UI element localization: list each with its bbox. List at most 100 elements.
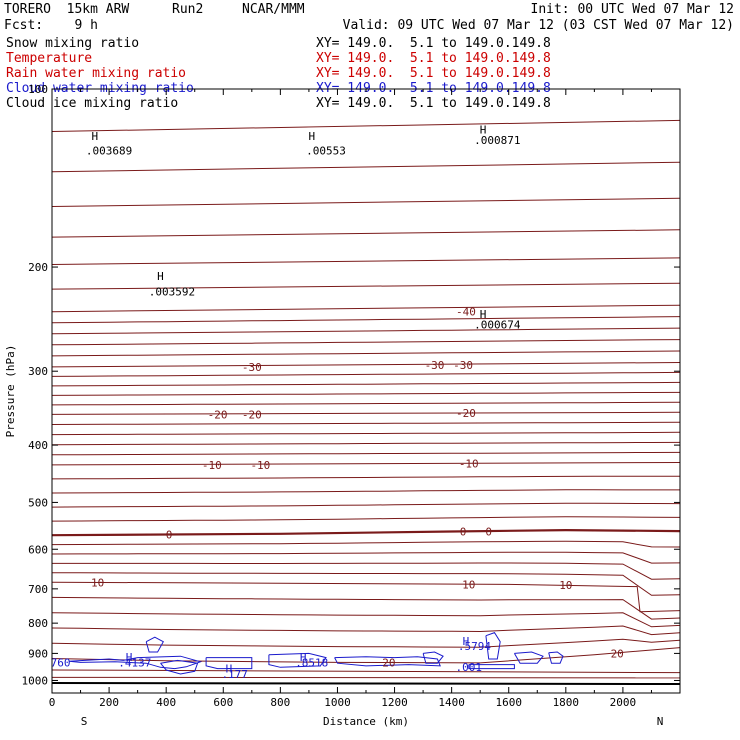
max-value-label: .001 — [456, 661, 483, 674]
isotherm-10-sub-3 — [51, 625, 681, 636]
field-name-temperature: Temperature — [6, 51, 93, 66]
high-marker: H — [480, 123, 487, 136]
temperature-label: -20 — [208, 408, 228, 421]
y-axis-label: Pressure (hPa) — [4, 345, 17, 438]
cloud-water-contour-9 — [548, 651, 564, 664]
isotherm--10-sub-3 — [51, 502, 681, 508]
y-tick-label: 700 — [28, 583, 48, 596]
cloud-water-contours — [69, 631, 564, 675]
high-marker: H — [463, 635, 470, 648]
isotherm--20 — [51, 411, 681, 415]
high-marker: H — [480, 308, 487, 321]
field-xy-snow: XY= 149.0. 5.1 to 149.0.149.8 — [316, 36, 551, 51]
temperature-label: -30 — [453, 359, 473, 372]
isotherm-upper-3 — [51, 197, 681, 207]
temperature-labels: -40 -30 -30 -30 -20 -20 -20 -10 -10 -10 0 0 0 10 10 10 2… — [91, 306, 624, 670]
isotherm--10-sub-4 — [51, 516, 681, 522]
isotherm--20-sub-3 — [51, 441, 681, 446]
isotherm-upper-4 — [51, 161, 681, 173]
max-value-label: .4137 — [118, 656, 151, 669]
isotherm--40-sub-2 — [51, 327, 681, 335]
high-marker: H — [300, 651, 307, 664]
plot-frame — [51, 88, 681, 694]
temperature-label: -10 — [250, 459, 270, 472]
isotherm--30-sub-1 — [51, 371, 681, 377]
field-name-rain: Rain water mixing ratio — [6, 66, 187, 81]
isotherm-lower-1 — [51, 676, 681, 679]
x-tick-label: 1200 — [381, 696, 408, 709]
max-value-label: 760 — [51, 656, 71, 669]
y-tick-label: 100 — [28, 83, 48, 96]
isotherm--10-sub-2 — [51, 489, 680, 494]
field-name-cloudice: Cloud ice mixing ratio — [6, 96, 179, 111]
header-fcst: Fcst: 9 h — [4, 18, 98, 33]
y-tick-label: 1000 — [22, 674, 49, 687]
y-tick-label: 200 — [28, 261, 48, 274]
x-end-label-right: N — [657, 715, 664, 728]
temperature-label: 10 — [559, 579, 572, 592]
isotherm-10 — [51, 581, 681, 613]
high-marker: H — [92, 130, 99, 143]
high-marker: H — [308, 130, 315, 143]
temperature-label: 0 — [485, 526, 492, 539]
x-tick-label: 800 — [270, 696, 290, 709]
max-value-label: .003689 — [86, 144, 132, 157]
isotherm--40 — [51, 304, 681, 313]
y-tick-label: 500 — [28, 496, 48, 509]
temperature-label: 0 — [166, 529, 173, 542]
x-end-label-left: S — [81, 715, 88, 728]
temperature-label: 20 — [611, 647, 624, 660]
temperature-label: 10 — [462, 578, 475, 591]
cloud-water-contour-7 — [485, 631, 501, 660]
max-value-label: .5794 — [458, 640, 491, 653]
isotherm--30 — [51, 362, 681, 368]
header-run: Run2 — [172, 2, 204, 17]
x-tick-label: 600 — [213, 696, 233, 709]
isotherm-20 — [51, 647, 681, 664]
isotherm--10 — [51, 462, 681, 466]
isotherm--30-sub-2 — [51, 381, 681, 387]
temperature-label: -10 — [202, 459, 222, 472]
cloud-water-contour-10 — [468, 664, 515, 670]
field-name-snow: Snow mixing ratio — [6, 36, 140, 51]
y-tick-label: 900 — [28, 647, 48, 660]
cloud-water-contour-3 — [205, 657, 253, 670]
cloud-water-contour-1 — [145, 636, 164, 653]
isotherm-0-sub-3 — [52, 562, 681, 580]
isotherm--10-sub-1 — [51, 475, 680, 480]
field-xy-cloudice: XY= 149.0. 5.1 to 149.0.149.8 — [316, 96, 551, 111]
x-tick-label: 1400 — [438, 696, 465, 709]
high-marker: H — [226, 663, 233, 676]
isotherm-lower-0 — [51, 669, 681, 674]
temperature-label: 20 — [382, 656, 395, 669]
y-tick-label: 400 — [28, 439, 48, 452]
isotherm--30-sub-3 — [51, 391, 681, 396]
max-value-label: .177 — [221, 668, 248, 681]
temperature-label: -40 — [456, 306, 476, 319]
isotherm--20-sub-2 — [51, 431, 681, 436]
annotations: H.003689H.003592H.00553H.000871H.000674H… — [51, 123, 521, 681]
temperature-isotherms — [51, 119, 681, 686]
y-tick-label: 600 — [28, 543, 48, 556]
isotherm-0 — [51, 528, 681, 537]
x-tick-label: 1800 — [553, 696, 580, 709]
isotherm--30-sub-4 — [51, 401, 681, 406]
x-tick-label: 1000 — [324, 696, 351, 709]
x-tick-label: 400 — [156, 696, 176, 709]
x-tick-label: 0 — [49, 696, 56, 709]
x-tick-label: 200 — [99, 696, 119, 709]
temperature-label: 0 — [460, 526, 467, 539]
temperature-label: -20 — [242, 408, 262, 421]
isotherm-upper-5 — [51, 119, 681, 133]
isotherm-10-sub-1 — [51, 596, 681, 620]
header-init: Init: 00 UTC Wed 07 Mar 12 — [530, 2, 735, 17]
y-tick-label: 800 — [28, 617, 48, 630]
header-valid: Valid: 09 UTC Wed 07 Mar 12 (03 CST Wed … — [342, 18, 734, 33]
max-value-label: .003592 — [149, 286, 195, 299]
isotherm-upper-1 — [51, 257, 681, 265]
surface-line — [51, 682, 681, 686]
cloud-water-contour-0 — [69, 655, 203, 670]
cloud-water-contour-5 — [334, 656, 441, 667]
cloud-water-contour-6 — [422, 651, 444, 664]
